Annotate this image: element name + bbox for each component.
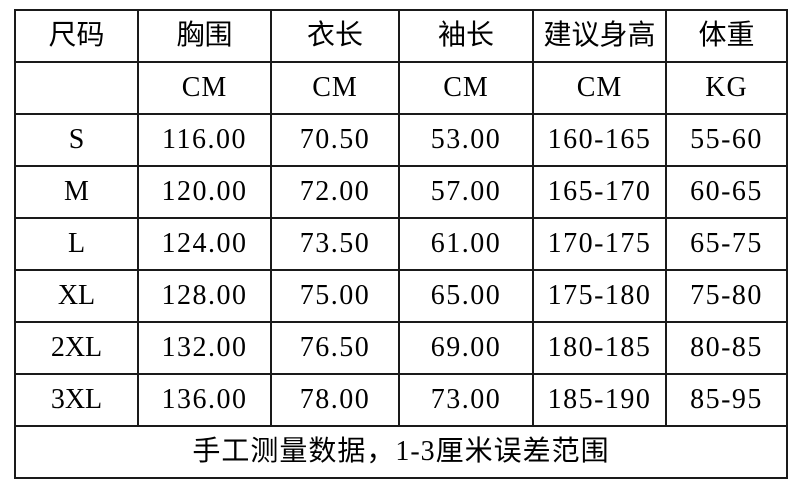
height-range-value: 175-180 <box>532 269 667 323</box>
garment-length-value: 70.50 <box>270 113 400 167</box>
weight-range-value: 80-85 <box>665 321 788 375</box>
size-chart-table: 尺码 胸围 衣长 袖长 建议身高 体重 CM CM CM CM KG S 116… <box>14 9 788 479</box>
unit-cell-suggested-height: CM <box>532 61 667 115</box>
height-range-value: 160-165 <box>532 113 667 167</box>
size-cell: L <box>14 217 139 271</box>
sleeve-length-value: 53.00 <box>398 113 534 167</box>
table-footer: 手工测量数据，1-3厘米误差范围 <box>14 425 788 479</box>
chest-value: 132.00 <box>137 321 272 375</box>
table-row-3xl: 3XL 136.00 78.00 73.00 185-190 85-95 <box>14 373 788 427</box>
weight-range-value: 65-75 <box>665 217 788 271</box>
size-cell: S <box>14 113 139 167</box>
weight-range-value: 85-95 <box>665 373 788 427</box>
chest-value: 120.00 <box>137 165 272 219</box>
height-range-value: 185-190 <box>532 373 667 427</box>
garment-length-value: 73.50 <box>270 217 400 271</box>
units-row: CM CM CM CM KG <box>14 61 788 115</box>
garment-length-value: 78.00 <box>270 373 400 427</box>
sleeve-length-value: 61.00 <box>398 217 534 271</box>
size-cell: XL <box>14 269 139 323</box>
chest-value: 128.00 <box>137 269 272 323</box>
header-chest: 胸围 <box>137 9 272 63</box>
unit-cell-weight: KG <box>665 61 788 115</box>
garment-length-value: 72.00 <box>270 165 400 219</box>
table-row-s: S 116.00 70.50 53.00 160-165 55-60 <box>14 113 788 167</box>
header-sleeve-length: 袖长 <box>398 9 534 63</box>
size-cell: 3XL <box>14 373 139 427</box>
table-row-2xl: 2XL 132.00 76.50 69.00 180-185 80-85 <box>14 321 788 375</box>
footer-note: 手工测量数据，1-3厘米误差范围 <box>14 425 788 479</box>
table-header: 尺码 胸围 衣长 袖长 建议身高 体重 CM CM CM CM KG <box>14 9 788 115</box>
weight-range-value: 75-80 <box>665 269 788 323</box>
table-body: S 116.00 70.50 53.00 160-165 55-60 M 120… <box>14 113 788 427</box>
unit-cell-blank <box>14 61 139 115</box>
weight-range-value: 60-65 <box>665 165 788 219</box>
header-garment-length: 衣长 <box>270 9 400 63</box>
chest-value: 136.00 <box>137 373 272 427</box>
sleeve-length-value: 57.00 <box>398 165 534 219</box>
header-weight: 体重 <box>665 9 788 63</box>
header-suggested-height: 建议身高 <box>532 9 667 63</box>
chest-value: 116.00 <box>137 113 272 167</box>
chest-value: 124.00 <box>137 217 272 271</box>
header-row: 尺码 胸围 衣长 袖长 建议身高 体重 <box>14 9 788 63</box>
table-row-l: L 124.00 73.50 61.00 170-175 65-75 <box>14 217 788 271</box>
footer-row: 手工测量数据，1-3厘米误差范围 <box>14 425 788 479</box>
unit-cell-sleeve-length: CM <box>398 61 534 115</box>
unit-cell-garment-length: CM <box>270 61 400 115</box>
garment-length-value: 76.50 <box>270 321 400 375</box>
weight-range-value: 55-60 <box>665 113 788 167</box>
sleeve-length-value: 69.00 <box>398 321 534 375</box>
header-size: 尺码 <box>14 9 139 63</box>
garment-length-value: 75.00 <box>270 269 400 323</box>
sleeve-length-value: 65.00 <box>398 269 534 323</box>
table-row-xl: XL 128.00 75.00 65.00 175-180 75-80 <box>14 269 788 323</box>
height-range-value: 170-175 <box>532 217 667 271</box>
size-cell: M <box>14 165 139 219</box>
height-range-value: 180-185 <box>532 321 667 375</box>
size-cell: 2XL <box>14 321 139 375</box>
table-row-m: M 120.00 72.00 57.00 165-170 60-65 <box>14 165 788 219</box>
sleeve-length-value: 73.00 <box>398 373 534 427</box>
unit-cell-chest: CM <box>137 61 272 115</box>
height-range-value: 165-170 <box>532 165 667 219</box>
